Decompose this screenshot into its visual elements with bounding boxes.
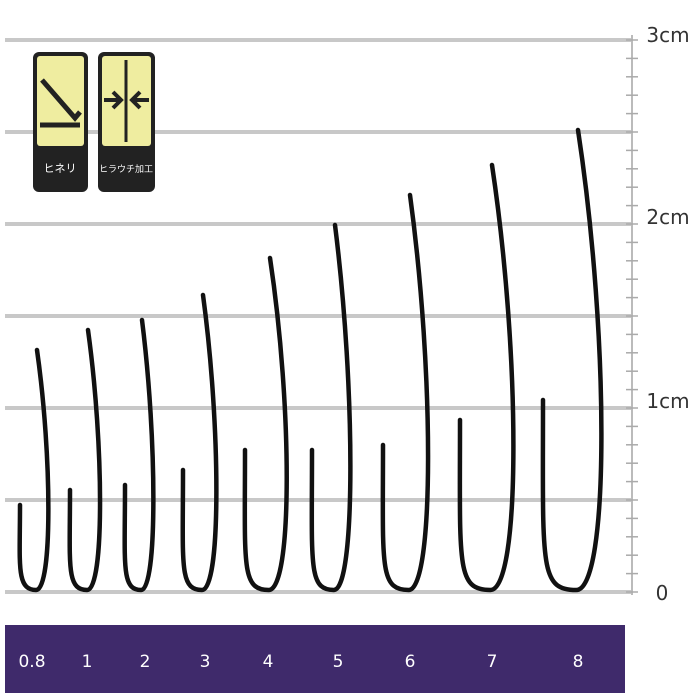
hook — [540, 127, 604, 593]
scale-label: 1cm — [646, 389, 689, 413]
size-label: 8 — [573, 652, 584, 672]
hook — [17, 347, 51, 593]
size-bar — [5, 625, 625, 693]
hooks — [17, 127, 604, 593]
size-label: 6 — [405, 652, 416, 672]
size-label: 5 — [333, 652, 344, 672]
size-label: 0.8 — [18, 652, 45, 672]
badge-label: ヒラウチ加工 — [99, 164, 153, 175]
hook — [242, 255, 289, 593]
size-label: 7 — [487, 652, 498, 672]
badge: ヒネリ — [33, 52, 88, 192]
hook — [457, 162, 516, 593]
scale-label: 3cm — [646, 23, 689, 47]
hook — [380, 192, 431, 593]
hook — [309, 222, 353, 593]
badge-label: ヒネリ — [44, 162, 77, 175]
size-label: 3 — [200, 652, 211, 672]
badge: ヒラウチ加工 — [98, 52, 155, 192]
hook — [67, 327, 103, 593]
size-label: 4 — [263, 652, 274, 672]
size-label: 1 — [82, 652, 93, 672]
scale-label: 0 — [656, 581, 669, 605]
hook — [180, 292, 219, 593]
size-labels: 0.8 1 2 3 4 5 6 7 8 — [18, 652, 583, 672]
scale-label: 2cm — [646, 205, 689, 229]
size-label: 2 — [140, 652, 151, 672]
hook — [122, 317, 156, 593]
ruler-ticks — [626, 39, 638, 593]
